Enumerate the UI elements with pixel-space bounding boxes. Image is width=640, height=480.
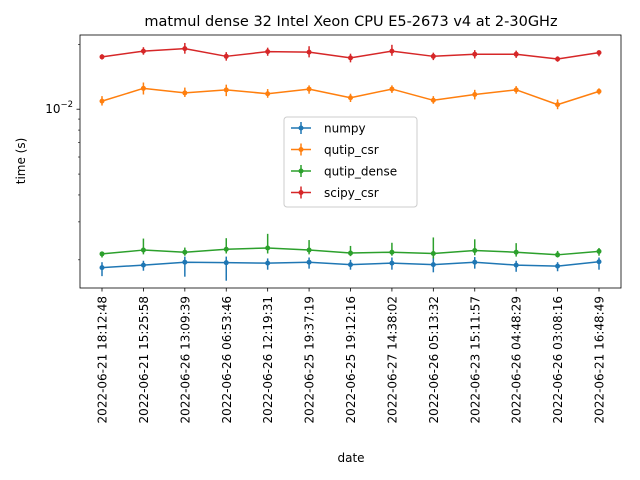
data-point	[596, 88, 602, 94]
plot-area	[99, 42, 602, 281]
data-point	[182, 46, 188, 52]
data-point	[223, 87, 229, 93]
data-point	[596, 50, 602, 56]
data-point	[348, 262, 353, 268]
legend-marker	[298, 190, 304, 195]
data-point	[140, 262, 146, 268]
data-point	[555, 56, 561, 62]
x-axis: 2022-06-21 18:12:48 2022-06-21 15:25:58 20…	[96, 288, 607, 423]
legend-item-scipy_csr: scipy_csr	[291, 186, 379, 200]
legend-marker	[298, 147, 304, 152]
data-point	[596, 259, 602, 265]
x-tick-label: 2022-06-26 03:08:16	[551, 296, 565, 423]
x-tick-label: 2022-06-25 19:12:16	[344, 296, 358, 423]
legend-marker	[298, 168, 304, 174]
x-tick-label: 2022-06-26 04:48:29	[510, 296, 524, 423]
chart-title: matmul dense 32 Intel Xeon CPU E5-2673 v…	[144, 14, 557, 30]
x-tick-label: 2022-06-27 14:38:02	[385, 296, 399, 423]
data-point	[140, 48, 146, 54]
x-axis-label: date	[337, 451, 364, 465]
data-point	[99, 98, 105, 104]
x-tick-label: 2022-06-26 06:53:46	[220, 296, 234, 423]
data-point	[348, 95, 353, 101]
data-point	[182, 249, 188, 255]
data-point	[430, 262, 436, 268]
data-point	[430, 53, 436, 59]
data-point	[430, 97, 436, 103]
data-point	[389, 86, 395, 92]
data-point	[348, 250, 353, 256]
data-point	[223, 53, 229, 59]
data-point	[99, 251, 105, 257]
data-point	[430, 250, 436, 256]
data-point	[306, 86, 312, 92]
x-tick-label: 2022-06-21 15:25:58	[137, 296, 151, 423]
data-point	[265, 91, 271, 97]
data-point	[389, 48, 395, 54]
x-tick-label: 2022-06-21 16:48:49	[593, 296, 607, 423]
legend-item-qutip_csr: qutip_csr	[291, 143, 379, 157]
legend-label: numpy	[324, 122, 366, 136]
legend-label: qutip_csr	[324, 143, 379, 157]
data-point	[513, 51, 519, 57]
legend-label: scipy_csr	[324, 186, 379, 200]
legend-box	[283, 116, 418, 208]
data-point	[472, 51, 478, 57]
data-point	[513, 262, 519, 268]
data-point	[140, 85, 146, 91]
data-point	[99, 265, 105, 271]
data-point	[306, 49, 312, 55]
x-tick-label: 2022-06-26 13:09:39	[178, 296, 192, 423]
y-axis-label: time (s)	[14, 138, 28, 185]
x-tick-label: 2022-06-26 05:13:32	[427, 296, 441, 423]
data-point	[265, 260, 271, 266]
legend-item-qutip_dense: qutip_dense	[291, 165, 397, 179]
data-point	[389, 249, 395, 255]
y-axis: 10−2	[45, 44, 80, 261]
data-point	[182, 259, 188, 265]
series-scipy_csr	[99, 42, 602, 63]
data-point	[140, 247, 146, 253]
legend: numpy qutip_csr qutip_dense scipy_csr	[283, 116, 418, 208]
data-point	[99, 54, 105, 60]
data-point	[472, 92, 478, 98]
legend-label: qutip_dense	[324, 165, 397, 179]
data-point	[265, 245, 271, 251]
series-qutip_csr	[99, 82, 602, 110]
data-point	[596, 248, 602, 254]
data-point	[265, 49, 271, 55]
data-point	[555, 252, 561, 258]
data-point	[223, 260, 229, 266]
x-tick-label: 2022-06-26 12:19:31	[261, 296, 275, 423]
data-point	[472, 247, 478, 253]
data-point	[223, 246, 229, 252]
data-point	[182, 90, 188, 96]
x-tick-label: 2022-06-23 15:11:57	[468, 296, 482, 423]
x-tick-label: 2022-06-25 19:37:19	[303, 296, 317, 423]
legend-marker	[298, 125, 304, 131]
data-point	[389, 260, 395, 266]
data-point	[555, 263, 561, 269]
data-point	[555, 102, 561, 108]
y-tick-label: 10−2	[45, 100, 73, 116]
data-point	[306, 247, 312, 253]
data-point	[306, 259, 312, 265]
data-point	[513, 249, 519, 255]
series-qutip_dense	[99, 233, 602, 259]
data-point	[513, 87, 519, 93]
data-point	[472, 259, 478, 265]
legend-item-numpy: numpy	[291, 122, 366, 136]
series-numpy	[99, 256, 602, 281]
x-tick-label: 2022-06-21 18:12:48	[96, 296, 110, 423]
data-point	[348, 55, 353, 61]
